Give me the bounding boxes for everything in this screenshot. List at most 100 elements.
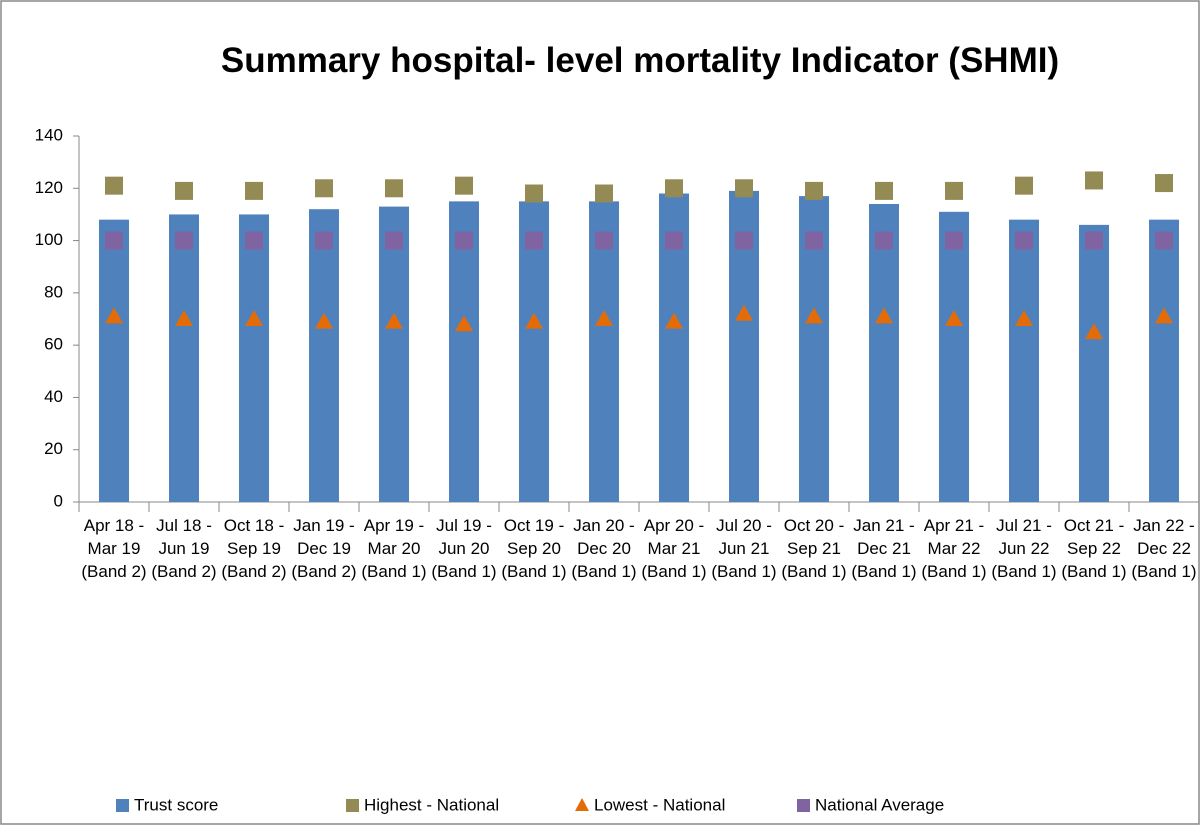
- square-marker: [595, 184, 613, 203]
- bar: [1079, 224, 1109, 502]
- legend-symbol: [797, 799, 810, 812]
- x-tick-label: Apr 18 - Mar 19 (Band 2): [81, 516, 147, 581]
- square-marker: [245, 231, 263, 250]
- x-tick-label-box: Jul 21 - Jun 22 (Band 1): [991, 516, 1057, 581]
- bar: [379, 206, 409, 503]
- square-marker: [1085, 171, 1103, 190]
- x-tick-label: Jul 20 - Jun 21 (Band 1): [711, 516, 777, 581]
- triangle-marker: [525, 312, 543, 329]
- x-tick-label-box: Apr 18 - Mar 19 (Band 2): [81, 516, 147, 581]
- square-marker: [175, 231, 193, 250]
- triangle-marker: [245, 310, 263, 326]
- triangle-marker: [1085, 323, 1103, 340]
- triangle-marker: [595, 310, 613, 326]
- square-marker: [945, 231, 963, 250]
- legend-symbol: [575, 798, 589, 811]
- triangle-marker: [945, 310, 963, 326]
- x-tick-label: Apr 20 - Mar 21 (Band 1): [641, 516, 707, 581]
- triangle-marker: [805, 307, 823, 324]
- y-tick-label: 20: [44, 439, 63, 458]
- square-marker: [105, 231, 123, 250]
- bar: [939, 211, 969, 503]
- chart-title-box: Summary hospital- level mortality Indica…: [220, 41, 1060, 80]
- x-tick-label: Apr 21 - Mar 22 (Band 1): [921, 516, 987, 581]
- square-marker: [525, 231, 543, 250]
- y-tick-label: 120: [35, 178, 63, 197]
- bar: [519, 201, 549, 502]
- triangle-marker: [105, 307, 123, 324]
- x-tick-label-box: Jul 18 - Jun 19 (Band 2): [151, 516, 217, 581]
- square-marker: [315, 231, 333, 250]
- square-marker: [875, 181, 893, 200]
- x-tick-label-box: Jan 19 - Dec 19 (Band 2): [291, 516, 357, 581]
- y-tick-label: 80: [44, 282, 63, 301]
- square-marker: [1015, 176, 1033, 195]
- y-tick-label: 100: [35, 230, 63, 249]
- x-tick-label: Jul 18 - Jun 19 (Band 2): [151, 516, 217, 581]
- x-tick-label-box: Oct 18 - Sep 19 (Band 2): [221, 516, 287, 581]
- triangle-marker: [175, 310, 193, 326]
- x-tick-label: Jul 19 - Jun 20 (Band 1): [431, 516, 497, 581]
- bar: [169, 214, 199, 502]
- x-tick-label: Jan 19 - Dec 19 (Band 2): [291, 516, 357, 581]
- chart-title: Summary hospital- level mortality Indica…: [220, 41, 1060, 80]
- x-tick-label-box: Apr 19 - Mar 20 (Band 1): [361, 516, 427, 581]
- bar: [309, 209, 339, 502]
- x-tick-label: Apr 19 - Mar 20 (Band 1): [361, 516, 427, 581]
- square-marker: [175, 181, 193, 200]
- x-tick-label: Jan 22 - Dec 22 (Band 1): [1131, 516, 1197, 581]
- legend-label: National Average: [815, 795, 944, 814]
- bar: [449, 201, 479, 502]
- square-marker: [595, 231, 613, 250]
- square-marker: [105, 176, 123, 195]
- x-tick-label-box: Jan 22 - Dec 22 (Band 1): [1131, 516, 1197, 581]
- square-marker: [455, 231, 473, 250]
- bar: [1149, 219, 1179, 502]
- x-tick-label-box: Jul 19 - Jun 20 (Band 1): [431, 516, 497, 581]
- square-marker: [525, 184, 543, 203]
- square-marker: [805, 181, 823, 200]
- bar: [239, 214, 269, 502]
- square-marker: [1155, 231, 1173, 250]
- x-tick-label: Jul 21 - Jun 22 (Band 1): [991, 516, 1057, 581]
- bar: [99, 219, 129, 502]
- x-tick-label: Oct 21 - Sep 22 (Band 1): [1061, 516, 1127, 581]
- square-marker: [385, 231, 403, 250]
- legend-label: Highest - National: [364, 795, 499, 814]
- x-tick-label-box: Oct 21 - Sep 22 (Band 1): [1061, 516, 1127, 581]
- square-marker: [385, 179, 403, 198]
- x-tick-label: Oct 18 - Sep 19 (Band 2): [221, 516, 287, 581]
- triangle-marker: [875, 307, 893, 324]
- square-marker: [665, 231, 683, 250]
- x-tick-label: Jan 20 - Dec 20 (Band 1): [571, 516, 637, 581]
- x-tick-label: Oct 19 - Sep 20 (Band 1): [501, 516, 567, 581]
- bar: [589, 201, 619, 502]
- square-marker: [665, 179, 683, 198]
- square-marker: [1085, 231, 1103, 250]
- y-tick-label: 140: [35, 125, 63, 144]
- x-tick-label-box: Apr 20 - Mar 21 (Band 1): [641, 516, 707, 581]
- y-tick-label: 0: [54, 491, 63, 510]
- square-marker: [735, 179, 753, 198]
- square-marker: [315, 179, 333, 198]
- triangle-marker: [735, 304, 753, 321]
- y-tick-label: 40: [44, 387, 63, 406]
- legend-label: Trust score: [134, 795, 218, 814]
- x-tick-label-box: Oct 20 - Sep 21 (Band 1): [781, 516, 847, 581]
- legend-symbol: [116, 799, 129, 812]
- bar: [869, 203, 899, 502]
- triangle-marker: [315, 312, 333, 329]
- triangle-marker: [665, 312, 683, 329]
- x-tick-label: Oct 20 - Sep 21 (Band 1): [781, 516, 847, 581]
- x-tick-label-box: Jan 20 - Dec 20 (Band 1): [571, 516, 637, 581]
- x-tick-label-box: Jul 20 - Jun 21 (Band 1): [711, 516, 777, 581]
- bar: [1009, 219, 1039, 502]
- legend-label: Lowest - National: [594, 795, 725, 814]
- square-marker: [805, 231, 823, 250]
- x-tick-label-box: Jan 21 - Dec 21 (Band 1): [851, 516, 916, 581]
- square-marker: [875, 231, 893, 250]
- triangle-marker: [1155, 307, 1173, 324]
- square-marker: [735, 231, 753, 250]
- legend-symbol: [346, 799, 359, 812]
- triangle-marker: [385, 312, 403, 329]
